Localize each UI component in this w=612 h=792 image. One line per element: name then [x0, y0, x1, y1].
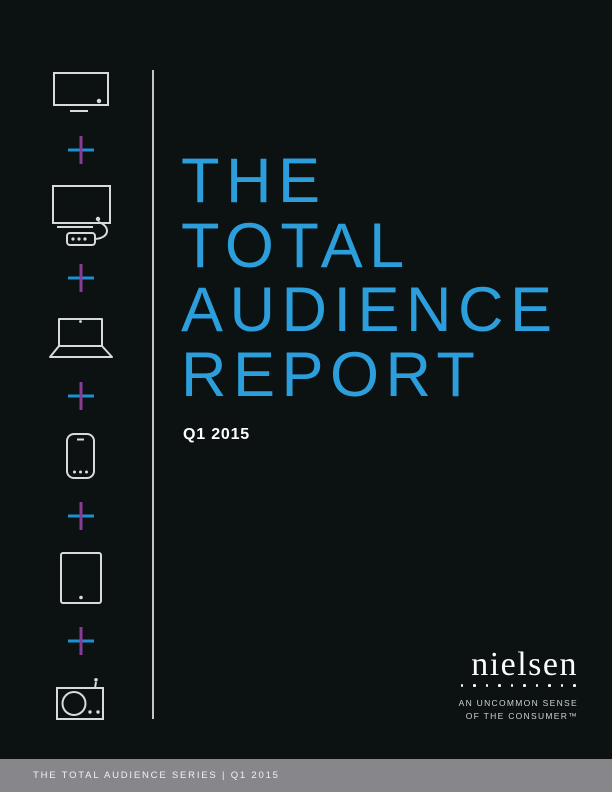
title-line-3: AUDIENCE — [181, 275, 559, 345]
laptop-icon — [47, 317, 115, 361]
title-line-1: THE — [181, 146, 327, 216]
title-line-2: TOTAL — [181, 210, 411, 281]
tagline-line-2: OF THE CONSUMER™ — [465, 710, 578, 721]
tagline-line-1: AN UNCOMMON SENSE — [458, 697, 578, 708]
plus-icon — [68, 502, 94, 530]
footer-bar: THE TOTAL AUDIENCE SERIES | Q1 2015 — [0, 759, 612, 792]
plus-icon — [68, 627, 94, 655]
tv-icon — [52, 71, 110, 115]
plus-icon — [68, 136, 94, 164]
report-title: THE TOTAL AUDIENCE REPORT — [181, 149, 559, 407]
footer-series-label: THE TOTAL AUDIENCE SERIES | Q1 2015 — [33, 770, 280, 781]
plus-icon — [68, 382, 94, 410]
title-line-4: REPORT — [181, 339, 482, 410]
smartphone-icon — [65, 432, 97, 482]
radio-icon — [55, 675, 107, 723]
edition-label: Q1 2015 — [183, 426, 250, 443]
tv-connected-device-icon — [51, 184, 117, 248]
nielsen-logo: nielsen AN UNCOMMON SENSE OF THE CONSUME… — [459, 648, 578, 723]
plus-icon — [68, 264, 94, 292]
nielsen-dots — [459, 684, 578, 687]
nielsen-tagline: AN UNCOMMON SENSE OF THE CONSUMER™ — [459, 697, 578, 723]
nielsen-wordmark: nielsen — [471, 646, 578, 683]
vertical-divider — [152, 70, 154, 719]
tablet-icon — [59, 551, 103, 606]
